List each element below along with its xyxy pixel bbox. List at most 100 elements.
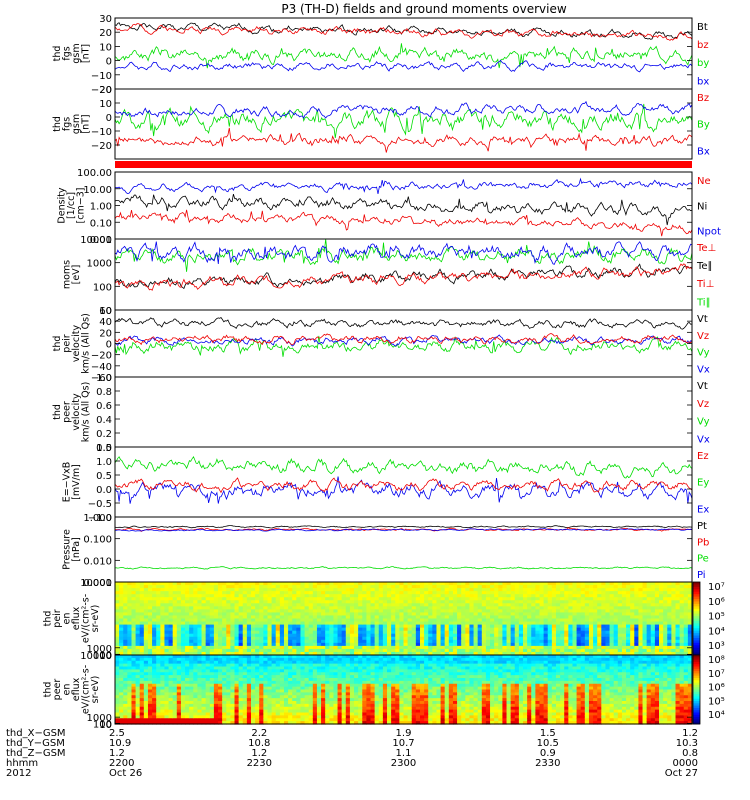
heat-cell	[131, 660, 137, 665]
heat-cell	[494, 615, 499, 620]
heat-cell	[638, 591, 644, 595]
heat-cell	[349, 606, 355, 610]
heat-cell	[366, 615, 372, 620]
heat-cell	[292, 597, 297, 601]
heat-cell	[440, 645, 446, 650]
heat-cell	[218, 651, 223, 656]
heat-cell	[568, 615, 574, 620]
heat-cell	[251, 639, 256, 644]
heat-cell	[490, 627, 495, 632]
heat-cell	[147, 603, 153, 607]
heat-cell	[143, 618, 149, 623]
heat-cell	[292, 680, 297, 685]
heat-cell	[584, 600, 590, 604]
heat-cell	[255, 648, 260, 653]
heat-cell	[518, 600, 524, 604]
heat-cell	[444, 591, 450, 595]
heat-cell	[518, 582, 524, 586]
heat-cell	[366, 600, 372, 604]
colorbar-swatch	[693, 606, 700, 610]
heat-cell	[259, 703, 264, 708]
heat-cell	[209, 663, 215, 668]
heat-cell	[444, 630, 450, 635]
heat-cell	[201, 597, 207, 601]
heat-cell	[115, 680, 120, 685]
heat-cell	[642, 636, 648, 641]
heat-cell	[452, 582, 458, 586]
heat-cell	[296, 721, 302, 725]
heat-cell	[300, 683, 306, 688]
heat-cell	[185, 660, 190, 665]
heat-cell	[457, 585, 462, 589]
heat-cell	[597, 633, 602, 638]
heat-cell	[180, 612, 186, 617]
heat-cell	[172, 588, 178, 592]
heat-cell	[683, 609, 689, 614]
heat-cell	[185, 615, 190, 620]
panel-3: NeNiNpot100.0010.001.000.100.01Density[1…	[57, 168, 721, 246]
heat-cell	[218, 666, 223, 670]
heat-cell	[341, 591, 347, 595]
heat-cell	[316, 624, 322, 629]
heat-cell	[382, 588, 388, 592]
heat-cell	[242, 660, 248, 665]
heat-cell	[432, 642, 438, 647]
heat-cell	[630, 603, 635, 607]
heat-cell	[457, 594, 462, 598]
heat-cell	[193, 618, 199, 623]
heat-cell	[176, 718, 182, 722]
heat-cell	[197, 680, 203, 685]
heat-cell	[436, 633, 442, 638]
heat-cell	[275, 645, 281, 650]
heat-cell	[226, 642, 231, 647]
heat-cell	[638, 588, 644, 592]
heat-cell	[329, 715, 335, 719]
heat-cell	[271, 585, 277, 589]
heat-cell	[514, 618, 520, 623]
heat-cell	[300, 715, 306, 719]
heat-cell	[543, 648, 549, 653]
heat-cell	[246, 692, 252, 696]
heat-cell	[271, 718, 277, 722]
heat-cell	[246, 712, 252, 716]
heat-cell	[147, 633, 153, 638]
heat-cell	[259, 695, 264, 699]
heat-cell	[564, 588, 569, 592]
heat-cell	[597, 594, 602, 598]
heat-cell	[226, 692, 231, 696]
heat-cell	[461, 648, 466, 653]
heat-cell	[168, 660, 174, 665]
heat-cell	[576, 651, 582, 656]
heat-cell	[180, 669, 186, 673]
heat-cell	[659, 642, 664, 647]
heat-cell	[506, 594, 512, 598]
heat-cell	[283, 633, 289, 638]
heat-cell	[638, 645, 644, 650]
heat-cell	[345, 669, 351, 673]
heat-cell	[485, 618, 491, 623]
heat-cell	[403, 588, 409, 592]
heat-cell	[283, 703, 289, 708]
heat-cell	[374, 615, 380, 620]
heat-cell	[560, 582, 565, 586]
heat-cell	[498, 603, 504, 607]
heat-cell	[123, 669, 128, 673]
heat-cell	[255, 657, 260, 662]
heat-cell	[568, 603, 574, 607]
heat-cell	[279, 645, 285, 650]
heat-cell	[283, 672, 289, 676]
heat-cell	[341, 603, 347, 607]
heat-cell	[634, 612, 640, 617]
heat-cell	[279, 648, 285, 653]
heat-cell	[382, 627, 388, 632]
heat-cell	[514, 582, 520, 586]
heat-cell	[283, 669, 289, 673]
heat-cell	[226, 651, 231, 656]
heat-cell	[283, 612, 289, 617]
heat-cell	[337, 633, 343, 638]
heat-cell	[667, 639, 672, 644]
heat-cell	[135, 588, 141, 592]
heat-cell	[275, 689, 281, 693]
